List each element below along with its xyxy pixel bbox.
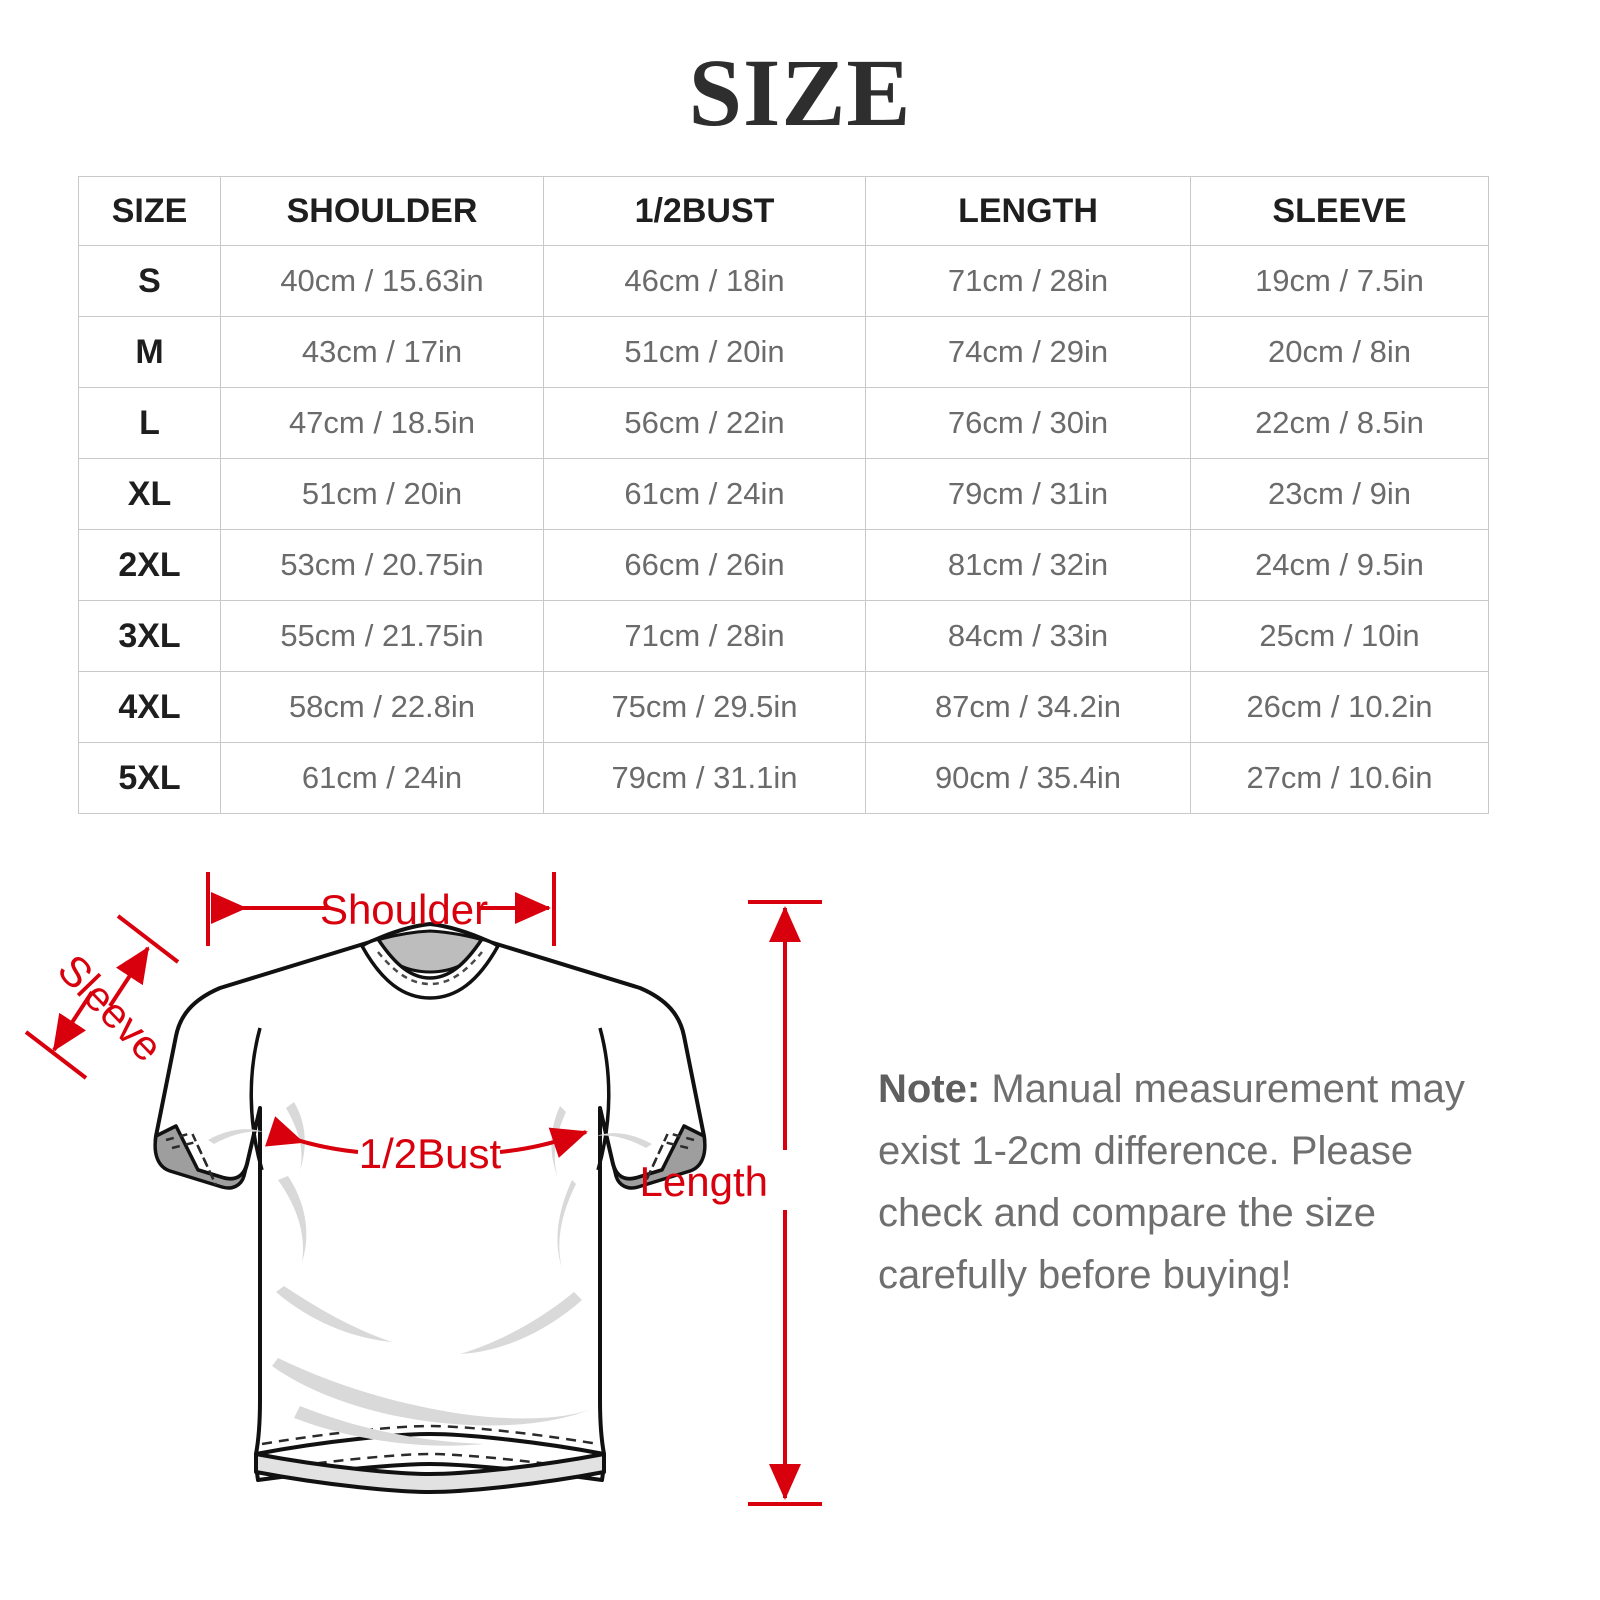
left-cuff-stitching-inner [171,1140,218,1186]
sleeve-dimension-annotation [24,914,180,1080]
cell-length: 74cm / 29in [865,316,1191,388]
note-text: Manual measurement may exist 1-2cm diffe… [878,1067,1465,1297]
note-block: Note: Manual measurement may exist 1-2cm… [878,1058,1518,1306]
shoulder-dimension-annotation [206,872,556,946]
table-row: 3XL 55cm / 21.75in 71cm / 28in 84cm / 33… [78,600,1489,672]
cell-length: 87cm / 34.2in [865,671,1191,743]
left-armhole-seam [249,1027,264,1171]
cell-bust: 51cm / 20in [543,316,866,388]
size-chart-table: SIZE SHOULDER 1/2BUST LENGTH SLEEVE S 40… [78,176,1489,814]
column-header-size: SIZE [78,176,221,246]
right-cuff-stitching-outer [644,1131,695,1182]
cell-sleeve: 27cm / 10.6in [1190,742,1489,814]
cell-shoulder: 53cm / 20.75in [220,529,544,601]
cell-size: S [78,245,221,317]
length-dimension-annotation [748,900,822,1506]
note-label: Note: [878,1067,981,1111]
hem-bottom-edge [254,1452,606,1494]
shoulder-label: Shoulder [320,886,488,933]
cell-sleeve: 24cm / 9.5in [1190,529,1489,601]
cell-shoulder: 40cm / 15.63in [220,245,544,317]
length-label: Length [640,1158,768,1205]
table-row: 2XL 53cm / 20.75in 66cm / 26in 81cm / 32… [78,529,1489,601]
column-header-length: LENGTH [865,176,1191,246]
column-header-bust: 1/2BUST [543,176,866,246]
tshirt-body-outline [153,922,707,1456]
column-header-shoulder: SHOULDER [220,176,544,246]
cell-shoulder: 55cm / 21.75in [220,600,544,672]
cell-size: 4XL [78,671,221,743]
measurement-diagram: Shoulder Sleeve 1/2Bust Length [0,840,860,1560]
collar-band [359,937,501,1000]
bust-label: 1/2Bust [359,1130,502,1177]
tshirt-illustration [153,922,707,1494]
right-cuff-stitching-inner [642,1140,689,1186]
table-row: M 43cm / 17in 51cm / 20in 74cm / 29in 20… [78,316,1489,388]
cell-length: 76cm / 30in [865,387,1191,459]
cell-sleeve: 19cm / 7.5in [1190,245,1489,317]
table-header-row: SIZE SHOULDER 1/2BUST LENGTH SLEEVE [78,176,1489,246]
cell-bust: 75cm / 29.5in [543,671,866,743]
cell-length: 79cm / 31in [865,458,1191,530]
cell-sleeve: 25cm / 10in [1190,600,1489,672]
cell-sleeve: 20cm / 8in [1190,316,1489,388]
cell-size: 2XL [78,529,221,601]
cell-shoulder: 51cm / 20in [220,458,544,530]
sleeve-tick-bottom [24,1030,88,1080]
sleeve-arrow-down [52,990,94,1052]
cell-size: M [78,316,221,388]
cell-bust: 46cm / 18in [543,245,866,317]
cell-length: 90cm / 35.4in [865,742,1191,814]
table-row: S 40cm / 15.63in 46cm / 18in 71cm / 28in… [78,245,1489,317]
cell-bust: 66cm / 26in [543,529,866,601]
sleeve-arrow-up [108,946,150,1008]
cell-shoulder: 43cm / 17in [220,316,544,388]
cell-shoulder: 47cm / 18.5in [220,387,544,459]
sleeve-label: Sleeve [49,945,172,1070]
cell-size: L [78,387,221,459]
cell-length: 84cm / 33in [865,600,1191,672]
bust-arrow-left [265,1116,359,1154]
cell-size: 5XL [78,742,221,814]
table-row: 5XL 61cm / 24in 79cm / 31.1in 90cm / 35.… [78,742,1489,814]
cell-sleeve: 23cm / 9in [1190,458,1489,530]
hem-stitching-upper [261,1424,599,1446]
right-armhole-seam [596,1027,611,1171]
cell-size: XL [78,458,221,530]
right-cuff-opening [611,1124,707,1190]
cell-shoulder: 61cm / 24in [220,742,544,814]
cell-sleeve: 22cm / 8.5in [1190,387,1489,459]
left-cuff-opening [153,1124,249,1190]
bust-arrow-right [499,1127,588,1158]
table-row: L 47cm / 18.5in 56cm / 22in 76cm / 30in … [78,387,1489,459]
bust-dimension-annotation [265,1116,588,1158]
sleeve-tick-top [116,914,180,964]
cell-length: 71cm / 28in [865,245,1191,317]
cell-bust: 61cm / 24in [543,458,866,530]
cell-shoulder: 58cm / 22.8in [220,671,544,743]
collar-stitching [377,951,483,986]
page-title: SIZE [688,39,912,146]
left-cuff-stitching-outer [165,1131,216,1182]
table-row: XL 51cm / 20in 61cm / 24in 79cm / 31in 2… [78,458,1489,530]
table-row: 4XL 58cm / 22.8in 75cm / 29.5in 87cm / 3… [78,671,1489,743]
cell-size: 3XL [78,600,221,672]
cell-bust: 79cm / 31.1in [543,742,866,814]
cell-sleeve: 26cm / 10.2in [1190,671,1489,743]
cell-length: 81cm / 32in [865,529,1191,601]
cell-bust: 56cm / 22in [543,387,866,459]
column-header-sleeve: SLEEVE [1190,176,1489,246]
cell-bust: 71cm / 28in [543,600,866,672]
